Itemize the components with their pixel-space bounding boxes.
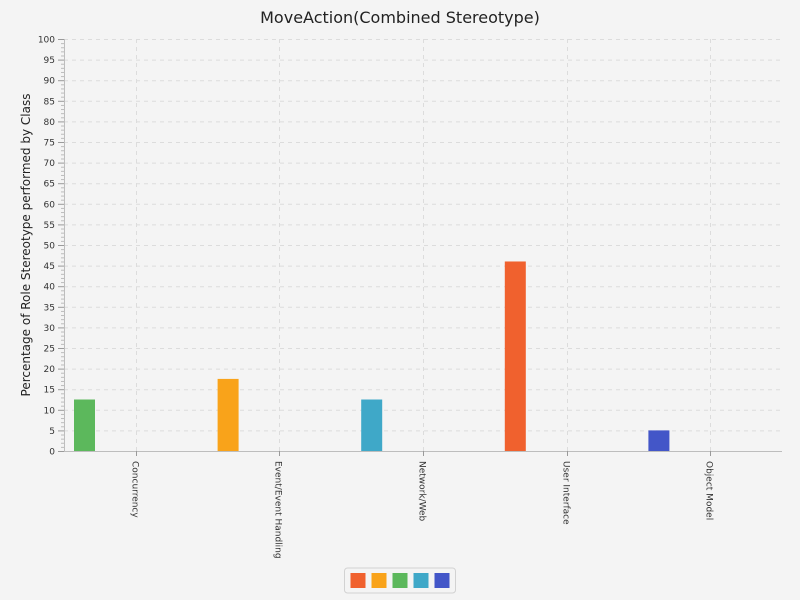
legend-swatch-2	[392, 573, 408, 588]
bar-0	[74, 399, 95, 451]
y-axis-label: Percentage of Role Stereotype performed …	[19, 94, 33, 397]
y-tick-label-12: 60	[44, 200, 56, 210]
x-tick-label-0: Concurrency	[130, 461, 140, 518]
y-tick-label-19: 95	[44, 56, 55, 66]
y-tick-label-8: 40	[44, 283, 56, 293]
x-tick-label-2: Network/Web	[417, 461, 427, 522]
y-tick-label-18: 90	[44, 77, 56, 87]
legend-swatch-3	[413, 573, 429, 588]
bar-2	[361, 399, 383, 451]
bar-1	[217, 378, 239, 451]
y-tick-label-1: 5	[49, 427, 55, 437]
bar-4	[648, 430, 670, 451]
y-tick-label-2: 10	[44, 406, 56, 416]
y-tick-label-0: 0	[49, 448, 55, 458]
y-tick-label-20: 100	[38, 36, 55, 46]
axes: 0 5 10 15 20 25 30 35 40 45 50 55 60 65 70 75 80 85 90 95 10…	[38, 36, 782, 559]
x-tick-label-3: User Interface	[561, 461, 571, 525]
y-tick-label-4: 20	[44, 365, 56, 375]
chart-title: MoveAction(Combined Stereotype)	[260, 8, 540, 27]
y-tick-label-10: 50	[44, 242, 56, 252]
legend-swatch-0	[350, 573, 366, 588]
y-tick-label-6: 30	[44, 324, 56, 334]
y-tick-label-11: 55	[44, 221, 55, 231]
x-tick-label-1: Event/Event Handling	[273, 461, 283, 559]
legend-swatch-1	[371, 573, 387, 588]
grid-lines	[64, 39, 782, 451]
y-tick-label-17: 85	[44, 97, 55, 107]
y-tick-label-7: 35	[44, 303, 55, 313]
y-tick-label-9: 45	[44, 262, 55, 272]
y-tick-label-15: 75	[44, 139, 55, 149]
y-tick-label-13: 65	[44, 180, 55, 190]
x-tick-label-4: Object Model	[704, 461, 714, 520]
bar-3	[504, 261, 526, 451]
legend-swatch-4	[434, 573, 450, 588]
y-tick-label-16: 80	[44, 118, 56, 128]
legend	[344, 567, 456, 594]
y-tick-label-5: 25	[44, 345, 55, 355]
y-tick-label-14: 70	[44, 159, 56, 169]
bars	[74, 261, 670, 451]
y-tick-label-3: 15	[44, 386, 55, 396]
